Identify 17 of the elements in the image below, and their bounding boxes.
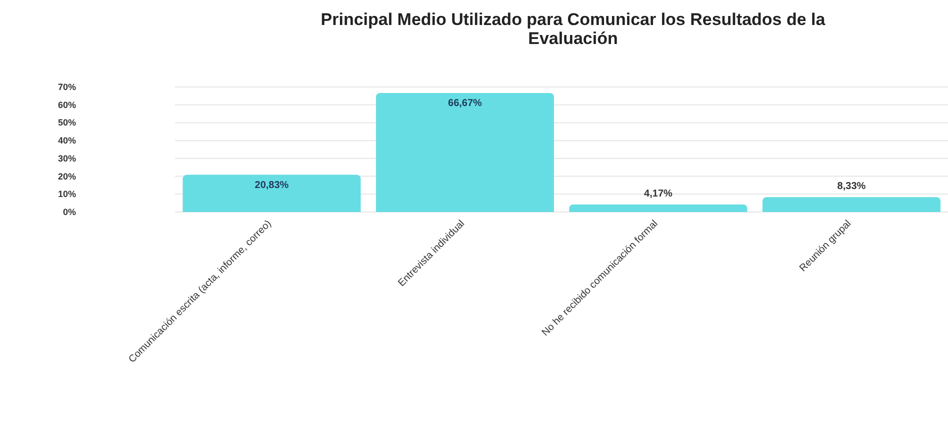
y-tick-label: 0% (62, 207, 76, 217)
bar (376, 92, 554, 212)
bar (182, 174, 361, 212)
data-label: 4,17% (644, 188, 673, 200)
y-tick-label: 30% (58, 153, 76, 164)
y-tick-label: 70% (58, 82, 76, 92)
data-label: 66,67% (448, 98, 482, 109)
bar (569, 204, 748, 212)
chart-title: Principal Medio Utilizado para Comunicar los Resultados de la Evaluación (320, 10, 826, 48)
bar (762, 197, 940, 212)
y-tick-label: 50% (58, 118, 76, 128)
y-tick-label: 60% (58, 100, 76, 110)
y-tick-label: 10% (58, 189, 76, 200)
data-label: 8,33% (837, 181, 866, 192)
data-label: 20,83% (254, 180, 289, 191)
y-tick-label: 40% (58, 136, 76, 146)
y-tick-label: 20% (58, 171, 76, 182)
